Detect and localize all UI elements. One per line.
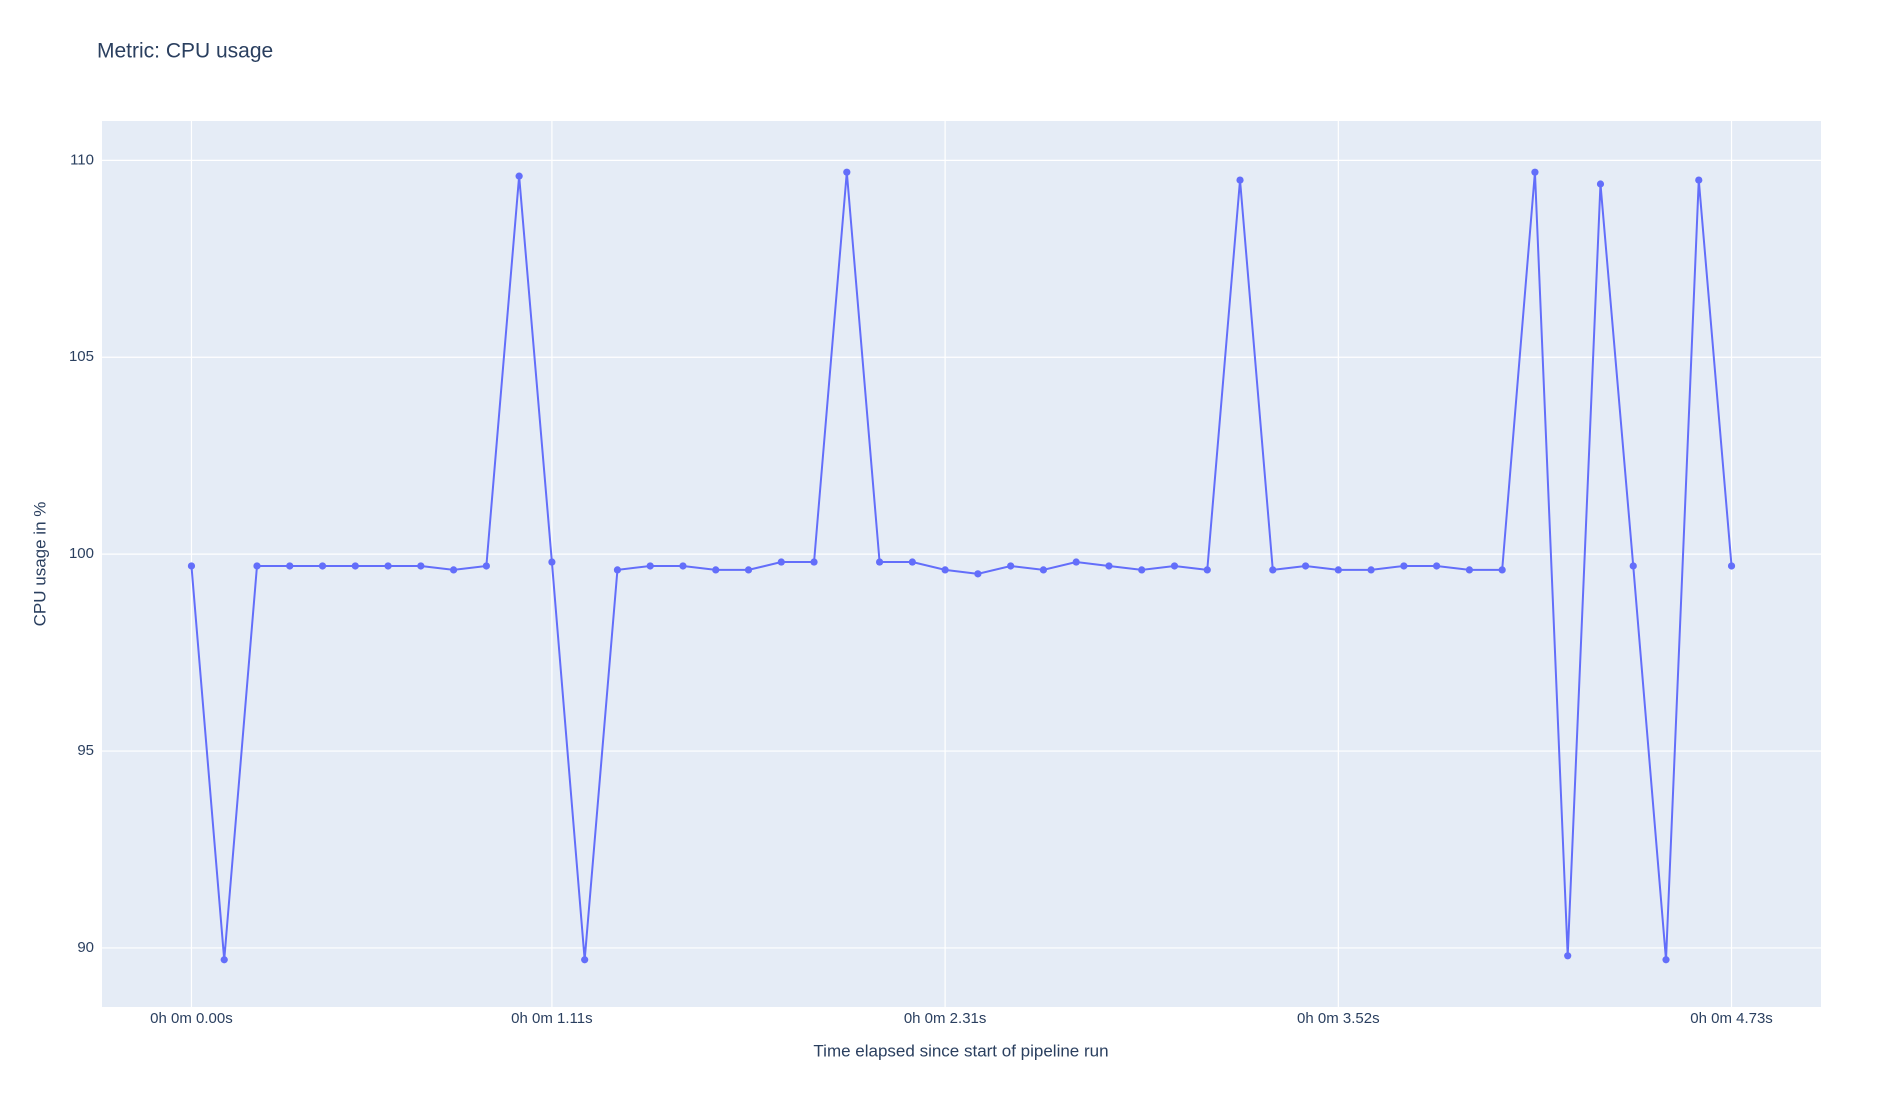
x-tick-label: 0h 0m 2.31s xyxy=(904,1010,987,1027)
point xyxy=(974,570,982,578)
x-tick-label: 0h 0m 0.00s xyxy=(150,1010,233,1027)
point xyxy=(1367,566,1375,574)
y-tick-label: 100 xyxy=(69,545,94,562)
point xyxy=(1203,566,1211,574)
point xyxy=(1695,176,1703,184)
point xyxy=(1334,566,1342,574)
point xyxy=(1662,956,1670,964)
point xyxy=(351,562,359,570)
point xyxy=(1531,168,1539,176)
point xyxy=(1400,562,1408,570)
point xyxy=(449,566,458,574)
point xyxy=(1596,180,1605,188)
point xyxy=(1301,562,1310,570)
chart-title: Metric: CPU usage xyxy=(97,40,273,63)
point xyxy=(1433,562,1441,570)
point xyxy=(1236,176,1244,184)
point xyxy=(1629,562,1637,570)
point xyxy=(1727,562,1736,570)
point xyxy=(1007,562,1015,570)
point xyxy=(515,172,523,180)
point xyxy=(1269,566,1277,574)
point xyxy=(1072,558,1080,566)
point xyxy=(843,168,851,176)
point xyxy=(384,562,392,570)
point xyxy=(482,562,490,570)
x-tick-label: 0h 0m 1.11s xyxy=(511,1010,592,1027)
plot-area xyxy=(102,121,1821,1007)
point xyxy=(712,566,720,574)
y-axis-title: CPU usage in % xyxy=(30,502,49,627)
x-tick-label: 0h 0m 3.52s xyxy=(1297,1010,1380,1027)
point xyxy=(581,956,589,964)
point xyxy=(744,566,753,574)
x-axis-title: Time elapsed since start of pipeline run xyxy=(813,1041,1108,1060)
point xyxy=(1039,566,1048,574)
point xyxy=(679,562,687,570)
point xyxy=(1465,566,1474,574)
x-tick-label: 0h 0m 4.73s xyxy=(1690,1010,1773,1027)
point xyxy=(646,562,654,570)
point xyxy=(941,566,949,574)
point xyxy=(286,562,294,570)
point xyxy=(908,558,916,566)
y-tick-label: 90 xyxy=(77,939,94,956)
y-tick-label: 110 xyxy=(70,151,94,168)
point xyxy=(1498,566,1506,574)
point xyxy=(220,956,228,964)
point xyxy=(1170,562,1179,570)
y-tick-label: 95 xyxy=(77,742,94,759)
point xyxy=(417,562,425,570)
point xyxy=(810,558,818,566)
y-tick-label: 105 xyxy=(69,348,94,365)
point xyxy=(777,558,785,566)
point xyxy=(875,558,884,566)
line xyxy=(190,172,1733,960)
point xyxy=(1564,952,1572,960)
point xyxy=(548,558,556,566)
point xyxy=(318,562,327,570)
point xyxy=(187,562,196,570)
point xyxy=(613,566,622,574)
point xyxy=(1138,566,1146,574)
point xyxy=(1105,562,1113,570)
point xyxy=(253,562,261,570)
